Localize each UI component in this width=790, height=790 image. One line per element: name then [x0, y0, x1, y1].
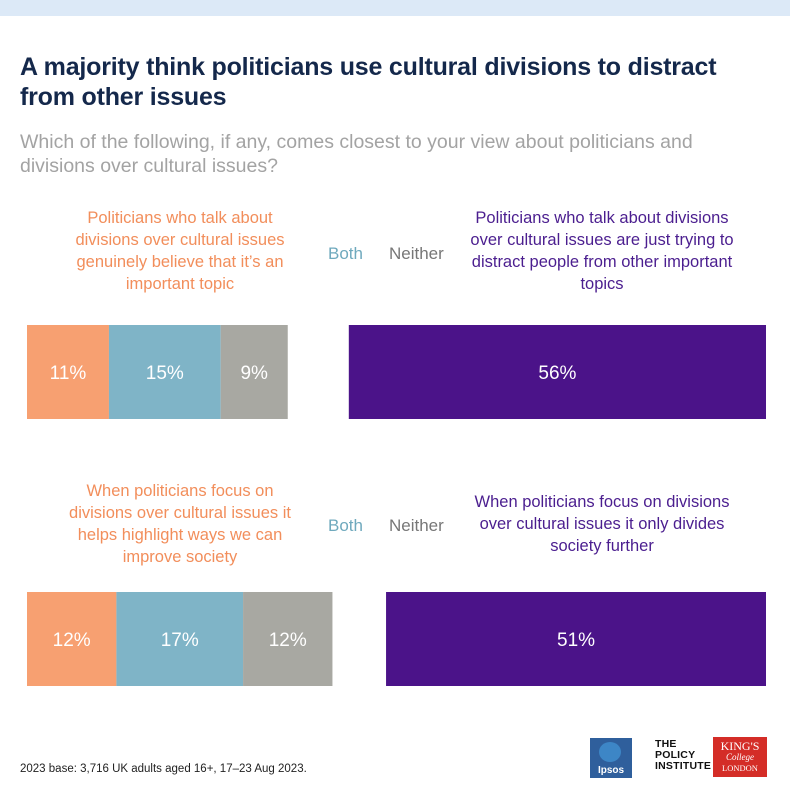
page-subtitle: Which of the following, if any, comes cl… — [20, 131, 693, 177]
chart2-neither-label: Neither — [389, 516, 444, 535]
chart2-data-label-neither: 12% — [269, 630, 307, 651]
page-title: A majority think politicians use cultura… — [20, 53, 717, 111]
kings-logo-line2: College — [726, 752, 754, 762]
chart2-data-label-left: 12% — [53, 630, 91, 651]
top-band — [0, 0, 790, 16]
chart1-data-label-right: 56% — [538, 363, 576, 384]
policy-institute-logo: THE POLICY INSTITUTE — [655, 738, 712, 772]
chart2-left-label: When politicians focus on divisions over… — [69, 482, 291, 566]
chart1-bar-left — [27, 325, 109, 419]
chart2-bar-left — [27, 592, 117, 686]
chart1-right-label: Politicians who talk about divisions ove… — [470, 209, 734, 293]
chart1-data-label-left: 11% — [50, 363, 87, 384]
chart2-data-label-both: 17% — [161, 630, 199, 651]
chart2-right-label: When politicians focus on divisions over… — [474, 493, 730, 555]
kings-college-logo: KING'S College LONDON — [713, 737, 767, 777]
chart1-data-label-neither: 9% — [240, 363, 268, 384]
chart2-bar-right — [386, 592, 766, 686]
kings-logo-line1: KING'S — [720, 739, 760, 753]
chart1-bar-right — [348, 325, 766, 419]
chart1-left-label: Politicians who talk about divisions ove… — [75, 209, 285, 293]
chart1-bar-both — [108, 325, 221, 419]
ipsos-logo: Ipsos — [590, 738, 632, 778]
base-footnote: 2023 base: 3,716 UK adults aged 16+, 17–… — [20, 763, 307, 775]
chart2-data-label-right: 51% — [557, 630, 595, 651]
chart2-both-label: Both — [328, 516, 363, 535]
chart1-data-label-both: 15% — [146, 363, 184, 384]
ipsos-logo-text: Ipsos — [597, 765, 625, 776]
ipsos-logo-mark — [599, 742, 621, 762]
chart1-neither-label: Neither — [389, 244, 444, 263]
chart1-bar-neither — [220, 325, 288, 419]
chart2-bar-both — [116, 592, 244, 686]
chart1-both-label: Both — [328, 244, 363, 263]
chart2-bar-neither — [243, 592, 333, 686]
kings-logo-line3: LONDON — [722, 763, 758, 773]
